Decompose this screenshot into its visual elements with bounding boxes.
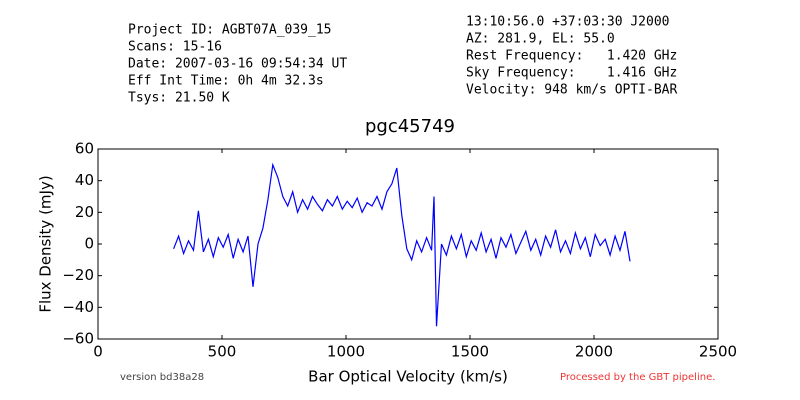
header-line: Scans: 15-16	[128, 40, 222, 55]
x-tick-label: 1500	[451, 343, 489, 361]
x-tick-label: 2500	[699, 343, 737, 361]
header-line: Tsys: 21.50 K	[128, 91, 230, 106]
header-line: Velocity: 948 km/s OPTI-BAR	[466, 83, 677, 98]
header-line: Eff Int Time: 0h 4m 32.3s	[128, 74, 324, 89]
x-tick-label: 0	[93, 343, 103, 361]
y-tick-label: −40	[62, 298, 94, 316]
y-tick-label: −20	[62, 266, 94, 284]
chart-title: pgc45749	[365, 116, 455, 137]
header-line: Date: 2007-03-16 09:54:34 UT	[128, 57, 347, 72]
y-tick-label: 60	[75, 140, 94, 158]
y-tick-label: 20	[75, 203, 94, 221]
pipeline-note: Processed by the GBT pipeline.	[560, 372, 715, 383]
y-tick-label: 0	[84, 235, 94, 253]
header-line: Sky Frequency: 1.416 GHz	[466, 66, 677, 81]
y-tick-label: 40	[75, 171, 94, 189]
y-tick-label: −60	[62, 330, 94, 348]
header-line: 13:10:56.0 +37:03:30 J2000	[466, 15, 670, 30]
header-line: Project ID: AGBT07A_039_15	[128, 23, 332, 38]
spectrum-line	[173, 162, 631, 327]
version-note: version bd38a28	[120, 372, 204, 383]
header-line: AZ: 281.9, EL: 55.0	[466, 32, 615, 47]
y-axis-label: Flux Density (mJy)	[37, 175, 55, 312]
x-axis-label: Bar Optical Velocity (km/s)	[308, 368, 508, 386]
x-tick-label: 2000	[575, 343, 613, 361]
header-line: Rest Frequency: 1.420 GHz	[466, 49, 677, 64]
x-tick-label: 500	[208, 343, 237, 361]
x-tick-label: 1000	[327, 343, 365, 361]
